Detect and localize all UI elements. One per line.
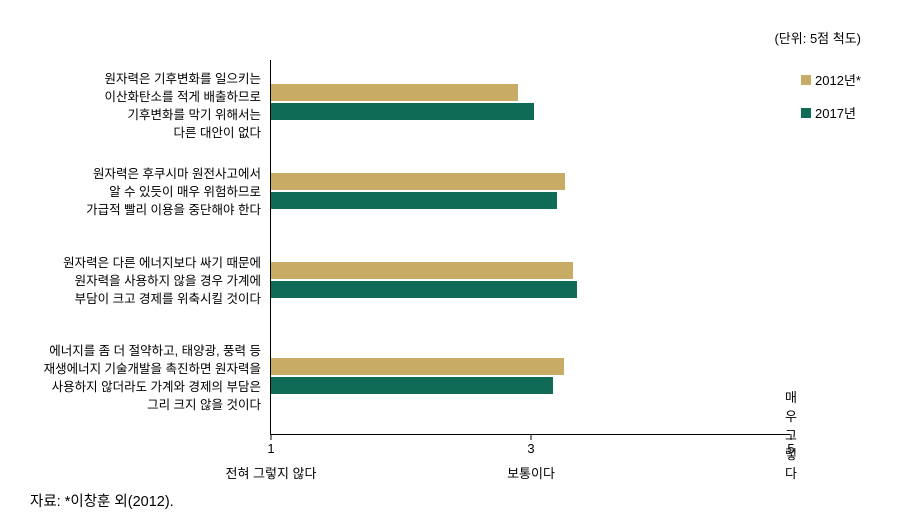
legend-swatch-2012	[801, 75, 811, 85]
legend-item-2017: 2017년	[801, 103, 861, 122]
bar-2012	[271, 262, 573, 279]
category-label: 원자력은 기후변화를 일으키는이산화탄소를 적게 배출하므로기후변화를 막기 위…	[6, 70, 261, 143]
bar-2017	[271, 192, 557, 209]
x-scale-label: 보통이다	[507, 463, 555, 482]
unit-label: (단위: 5점 척도)	[774, 28, 861, 47]
plot-area: 1전혀 그렇지 않다3보통이다5매우 그렇다	[270, 60, 790, 435]
x-tick-mark	[271, 434, 272, 440]
x-scale-label: 매우 그렇다	[785, 387, 797, 482]
x-tick-label: 3	[527, 441, 534, 456]
bar-2017	[271, 281, 577, 298]
legend-swatch-2017	[801, 108, 811, 118]
bar-2012	[271, 358, 564, 375]
legend-label-2012: 2012년*	[815, 70, 861, 89]
bar-2012	[271, 84, 518, 101]
bar-2017	[271, 103, 534, 120]
category-label: 에너지를 좀 더 절약하고, 태양광, 풍력 등재생에너지 기술개발을 촉진하면…	[6, 342, 261, 415]
chart-container: (단위: 5점 척도) 2012년* 2017년 1전혀 그렇지 않다3보통이다…	[0, 0, 921, 529]
x-tick-label: 1	[267, 441, 274, 456]
x-scale-label: 전혀 그렇지 않다	[226, 463, 317, 482]
category-label: 원자력은 후쿠시마 원전사고에서알 수 있듯이 매우 위험하므로가급적 빨리 이…	[6, 165, 261, 219]
legend-label-2017: 2017년	[815, 103, 856, 122]
bar-2017	[271, 377, 553, 394]
legend-item-2012: 2012년*	[801, 70, 861, 89]
bar-2012	[271, 173, 565, 190]
x-tick-mark	[531, 434, 532, 440]
source-note: 자료: *이창훈 외(2012).	[30, 490, 174, 511]
legend: 2012년* 2017년	[801, 70, 861, 136]
category-label: 원자력은 다른 에너지보다 싸기 때문에원자력을 사용하지 않을 경우 가계에부…	[6, 254, 261, 308]
